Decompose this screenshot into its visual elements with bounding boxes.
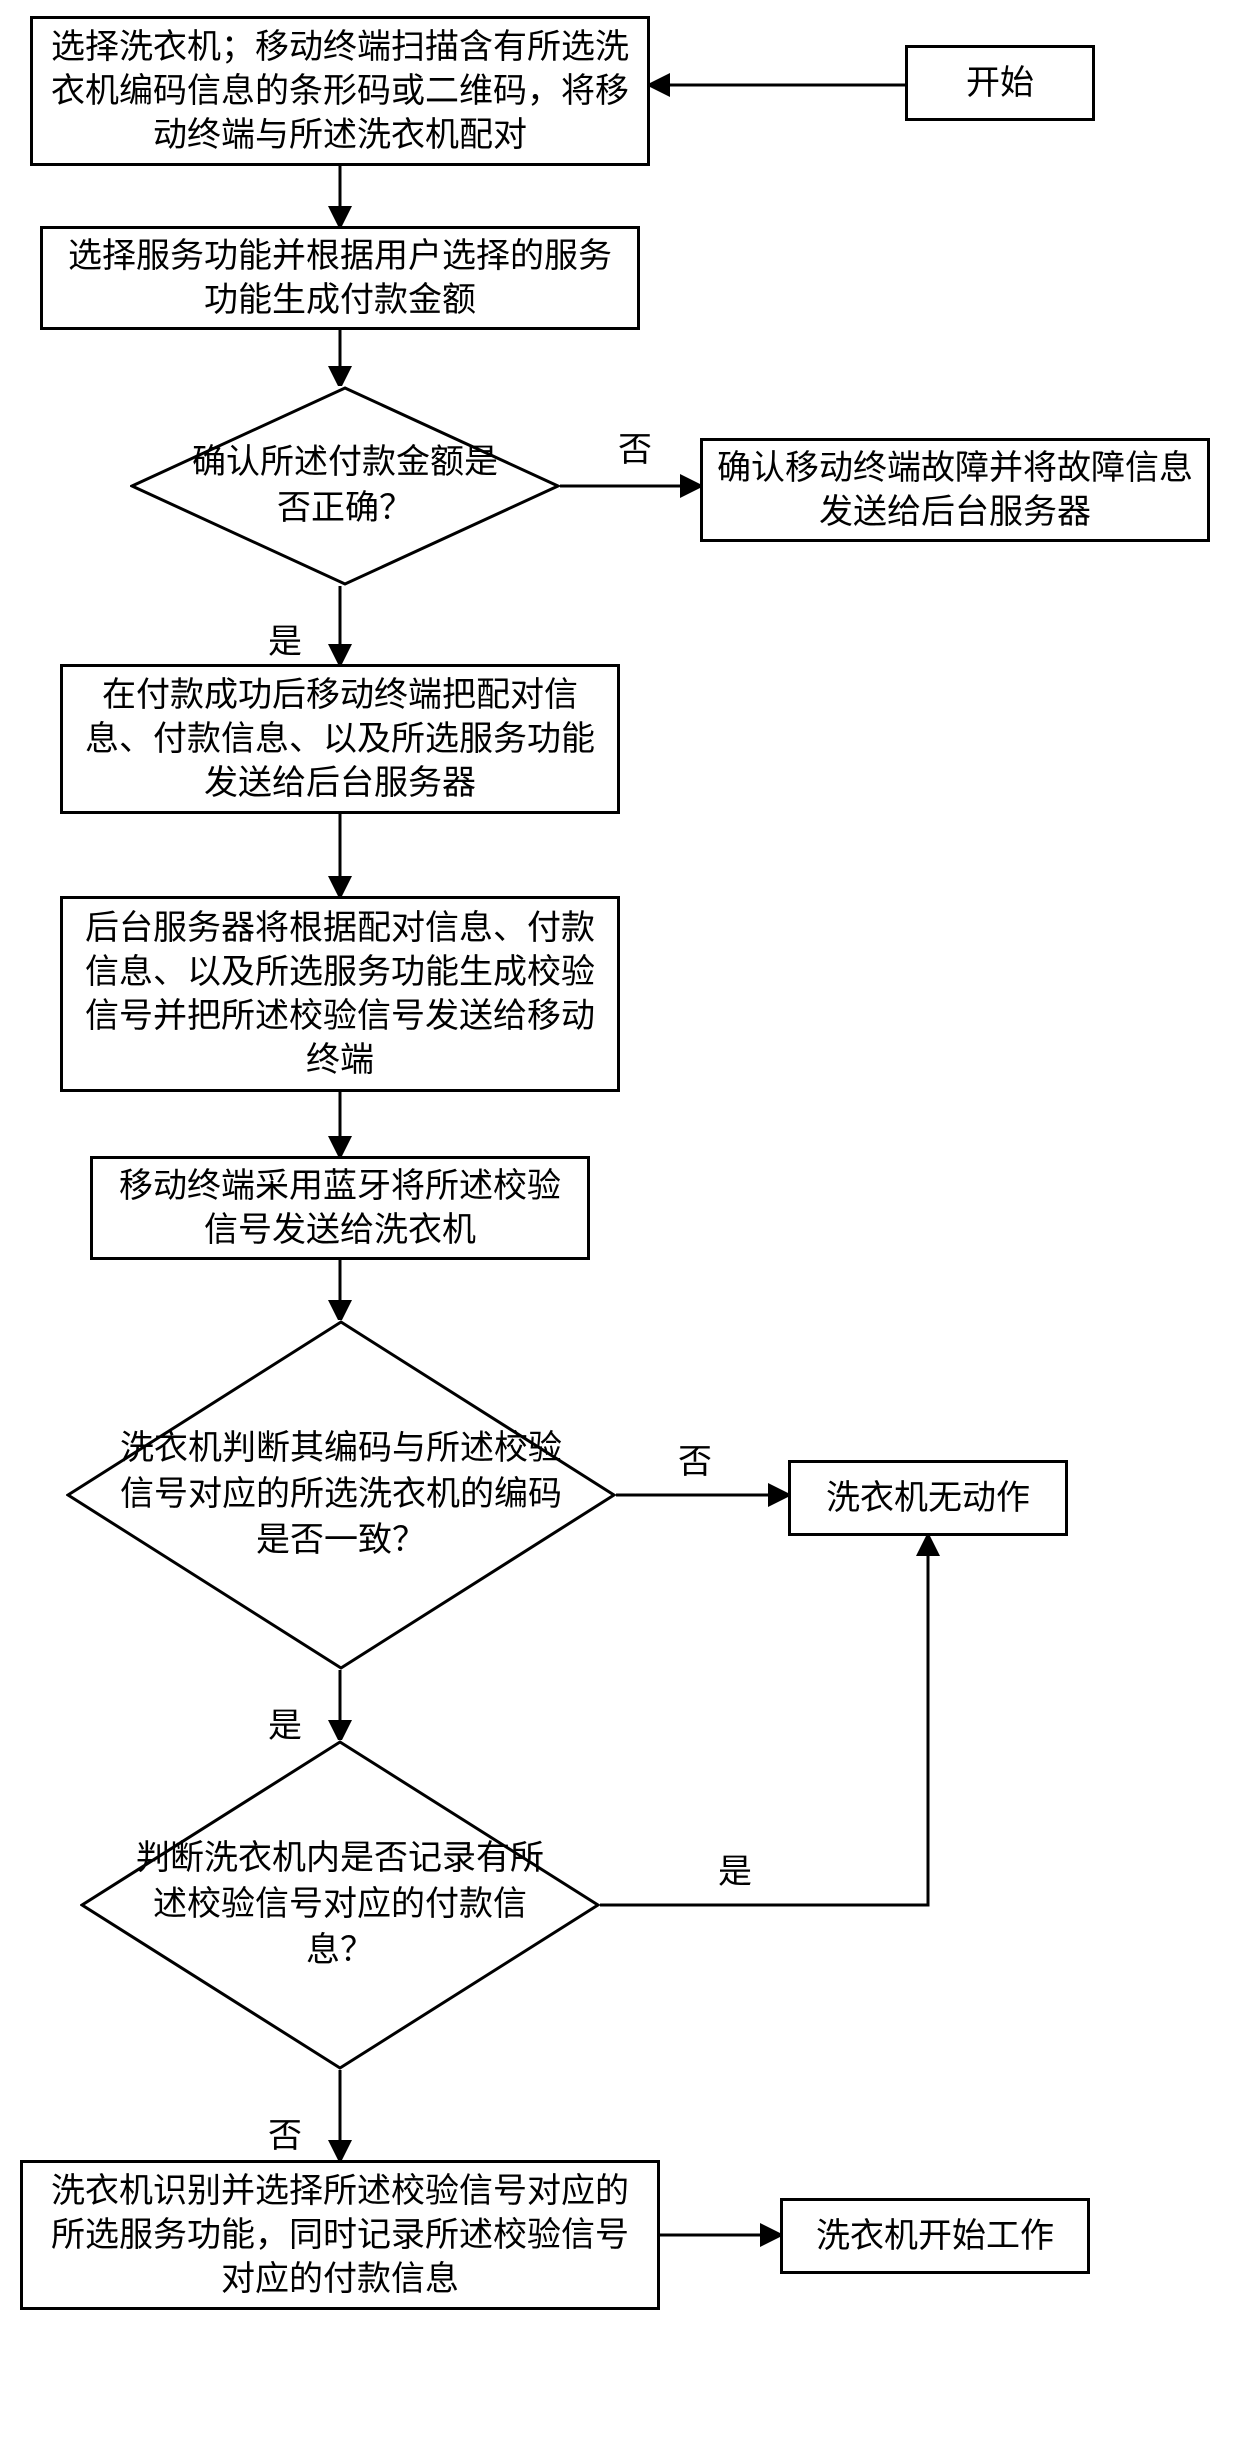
flowchart-decision-d3: 判断洗衣机内是否记录有所述校验信号对应的付款信息？: [80, 1740, 600, 2070]
flowchart-node-start: 开始: [905, 45, 1095, 121]
edge-label-d1-n4: 是: [268, 614, 302, 663]
flowchart-node-n5: 后台服务器将根据配对信息、付款信息、以及所选服务功能生成校验信号并把所述校验信号…: [60, 896, 620, 1092]
edge-label-d1-n3: 否: [618, 422, 652, 471]
flowchart-decision-text-d3: 判断洗衣机内是否记录有所述校验信号对应的付款信息？: [80, 1740, 600, 2070]
flowchart-decision-d2: 洗衣机判断其编码与所述校验信号对应的所选洗衣机的编码是否一致？: [66, 1320, 616, 1670]
flowchart-node-n8: 洗衣机识别并选择所述校验信号对应的所选服务功能，同时记录所述校验信号对应的付款信…: [20, 2160, 660, 2310]
flowchart-node-n2: 选择服务功能并根据用户选择的服务功能生成付款金额: [40, 226, 640, 330]
flowchart-node-n9: 洗衣机开始工作: [780, 2198, 1090, 2274]
edge-d3-n7: [600, 1536, 928, 1905]
flowchart-node-n3: 确认移动终端故障并将故障信息发送给后台服务器: [700, 438, 1210, 542]
flowchart-decision-text-d1: 确认所述付款金额是否正确？: [130, 386, 560, 586]
edge-label-d2-d3: 是: [268, 1698, 302, 1747]
flowchart-decision-d1: 确认所述付款金额是否正确？: [130, 386, 560, 586]
flowchart-node-n6: 移动终端采用蓝牙将所述校验信号发送给洗衣机: [90, 1156, 590, 1260]
edge-label-d3-n7: 是: [718, 1844, 752, 1893]
flowchart-decision-text-d2: 洗衣机判断其编码与所述校验信号对应的所选洗衣机的编码是否一致？: [66, 1320, 616, 1670]
edge-label-d2-n7: 否: [678, 1434, 712, 1483]
flowchart-node-n1: 选择洗衣机；移动终端扫描含有所选洗衣机编码信息的条形码或二维码，将移动终端与所述…: [30, 16, 650, 166]
flowchart-node-n7: 洗衣机无动作: [788, 1460, 1068, 1536]
flowchart-node-n4: 在付款成功后移动终端把配对信息、付款信息、以及所选服务功能发送给后台服务器: [60, 664, 620, 814]
edge-label-d3-n8: 否: [268, 2108, 302, 2157]
